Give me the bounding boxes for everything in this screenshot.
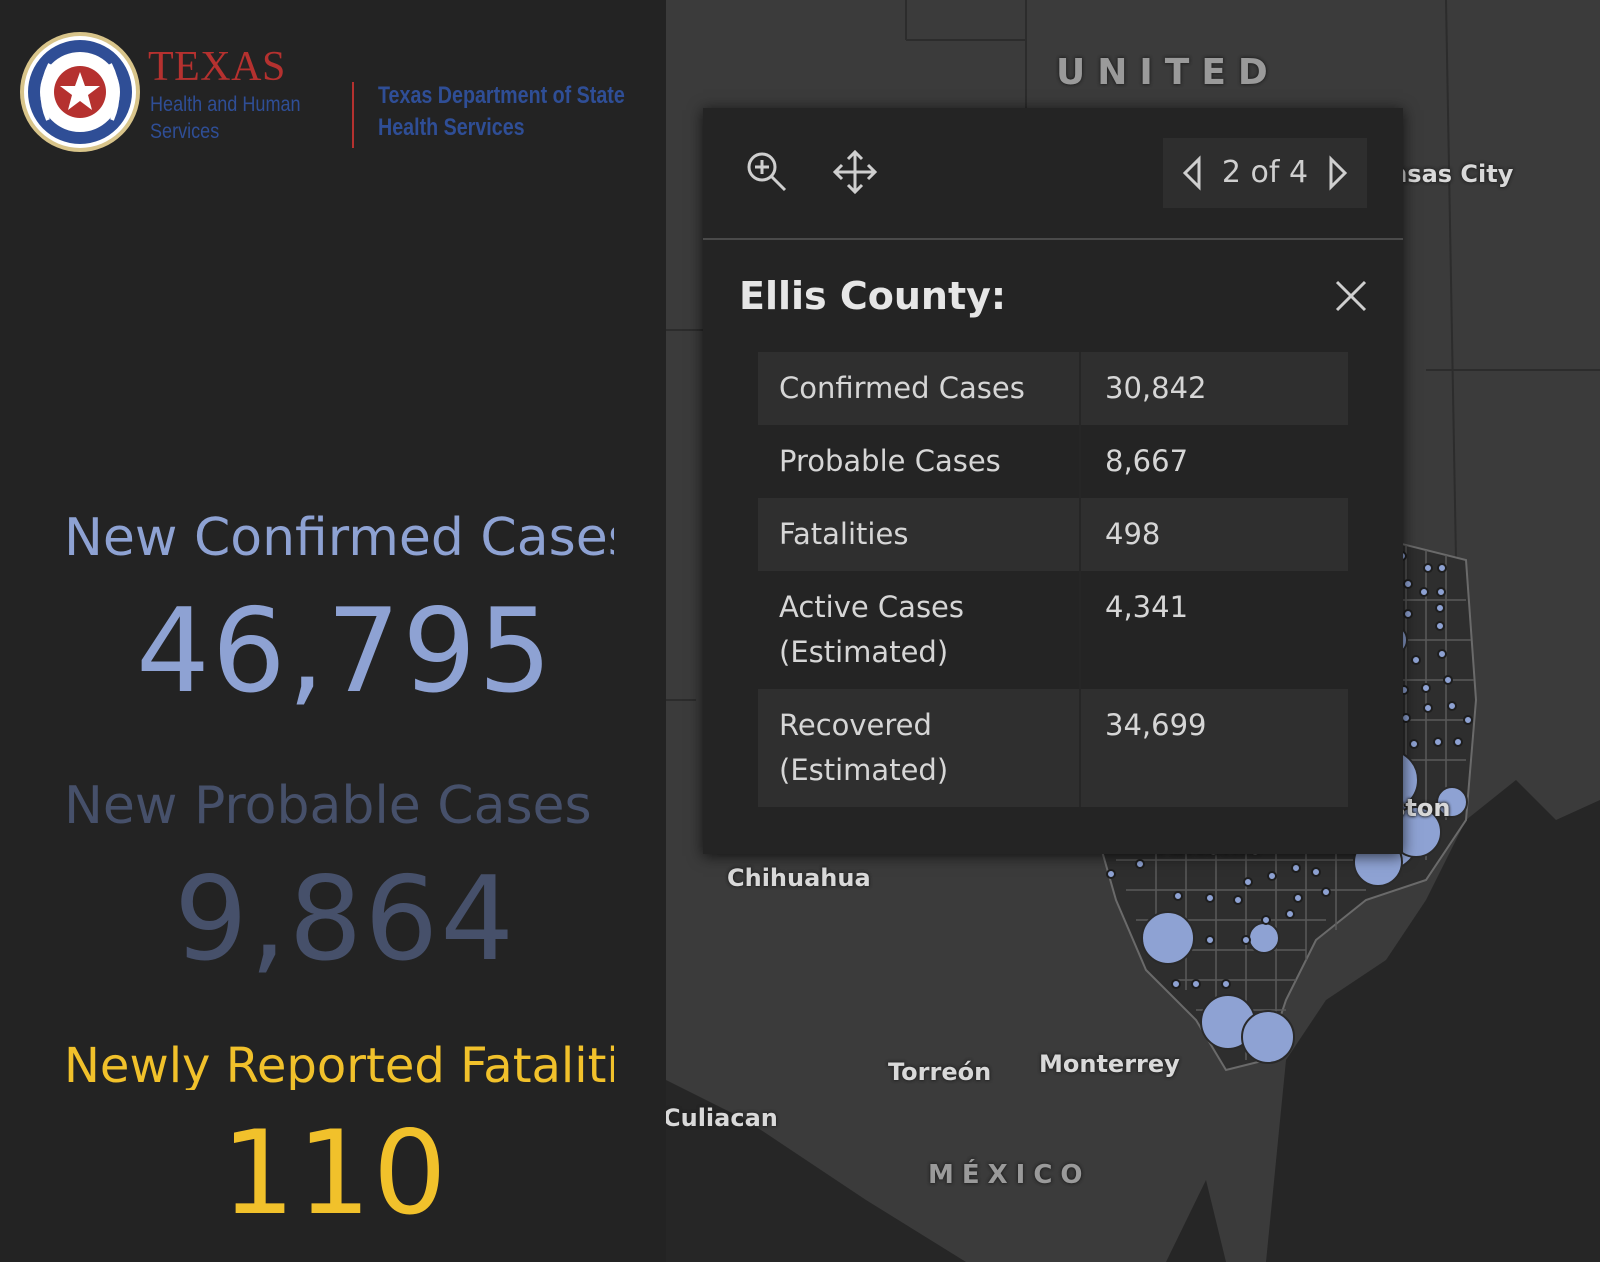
hhs-name-line1: Health and Human <box>150 93 301 116</box>
new-probable-cases-value: 9,864 <box>173 852 517 987</box>
table-row: Confirmed Cases 30,842 <box>758 352 1348 425</box>
attribute-value: 4,341 <box>1080 571 1348 689</box>
pan-move-icon[interactable] <box>831 148 879 196</box>
chevron-left-icon[interactable] <box>1177 155 1207 191</box>
logo-divider <box>352 82 354 148</box>
attribute-table: Confirmed Cases 30,842 Probable Cases 8,… <box>758 352 1348 807</box>
pager-count: 2 of 4 <box>1221 155 1309 190</box>
map-label-torreon: Torreón <box>888 1058 992 1086</box>
feature-pager: 2 of 4 <box>1163 138 1367 208</box>
attribute-value: 8,667 <box>1080 425 1348 498</box>
dashboard-side-panel: TEXAS Health and Human Services Texas De… <box>0 0 666 1262</box>
attribute-key: Active Cases (Estimated) <box>758 571 1081 689</box>
map-label-chihuahua: Chihuahua <box>727 864 871 892</box>
newly-reported-fatalities-label: Newly Reported Fatalities <box>64 1042 614 1090</box>
zoom-in-icon[interactable] <box>743 148 791 196</box>
attribute-key: Recovered (Estimated) <box>758 689 1081 807</box>
agency-logo: TEXAS Health and Human Services Texas De… <box>18 30 658 160</box>
popup-title: Ellis County: <box>739 274 1007 318</box>
table-row: Fatalities 498 <box>758 498 1348 571</box>
attribute-key-line2: (Estimated) <box>779 753 949 787</box>
attribute-key-line1: Recovered <box>779 708 932 742</box>
table-row: Active Cases (Estimated) 4,341 <box>758 571 1348 689</box>
dshs-name-line2: Health Services <box>378 114 525 141</box>
attribute-key: Confirmed Cases <box>758 352 1081 425</box>
attribute-value: 30,842 <box>1080 352 1348 425</box>
dshs-name-line1: Texas Department of State <box>378 82 625 109</box>
new-confirmed-cases-value: 46,795 <box>136 584 554 719</box>
new-probable-cases-label: New Probable Cases <box>64 780 592 832</box>
hhs-name-line2: Services <box>150 120 220 143</box>
attribute-value: 34,699 <box>1080 689 1348 807</box>
new-confirmed-cases-label: New Confirmed Cases <box>64 512 614 564</box>
newly-reported-fatalities-value: 110 <box>221 1106 449 1241</box>
texas-wordmark: TEXAS <box>148 44 286 90</box>
table-row: Probable Cases 8,667 <box>758 425 1348 498</box>
table-row: Recovered (Estimated) 34,699 <box>758 689 1348 807</box>
attribute-key-line1: Active Cases <box>779 590 965 624</box>
map-label-monterrey: Monterrey <box>1039 1050 1180 1078</box>
map-label-mexico: MÉXICO <box>928 1160 1091 1190</box>
texas-seal-icon <box>20 32 140 152</box>
chevron-right-icon[interactable] <box>1323 155 1353 191</box>
attribute-key: Fatalities <box>758 498 1081 571</box>
attribute-value: 498 <box>1080 498 1348 571</box>
close-icon[interactable] <box>1331 276 1371 316</box>
attribute-key-line2: (Estimated) <box>779 635 949 669</box>
map-label-culiacan: Culiacan <box>666 1104 778 1132</box>
map-label-united-states: UNITED <box>1056 52 1280 93</box>
attribute-key: Probable Cases <box>758 425 1081 498</box>
popup-toolbar: 2 of 4 <box>703 108 1403 240</box>
feature-popup: 2 of 4 Ellis County: Confirmed Cases 30,… <box>703 108 1403 854</box>
